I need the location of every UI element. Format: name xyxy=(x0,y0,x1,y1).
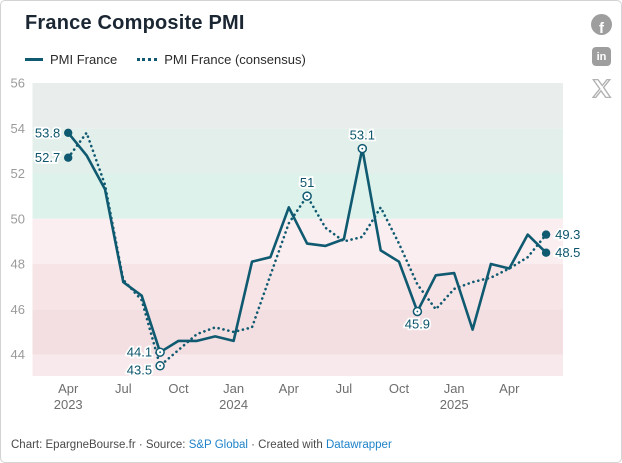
svg-text:Oct: Oct xyxy=(389,381,410,396)
legend-label: PMI France (consensus) xyxy=(164,52,306,67)
svg-text:45.9: 45.9 xyxy=(405,317,430,332)
legend-item-pmi-france: PMI France xyxy=(25,52,117,67)
svg-text:Apr: Apr xyxy=(58,381,79,396)
svg-text:44.1: 44.1 xyxy=(127,345,152,360)
svg-text:53.1: 53.1 xyxy=(350,128,375,143)
svg-text:48.5: 48.5 xyxy=(555,245,580,260)
facebook-share-button[interactable]: f xyxy=(591,14,612,35)
svg-text:Jul: Jul xyxy=(115,381,132,396)
footer-text: · Created with xyxy=(247,439,326,451)
svg-text:Jul: Jul xyxy=(336,381,353,396)
svg-text:2024: 2024 xyxy=(219,397,248,412)
svg-text:44: 44 xyxy=(11,347,25,362)
svg-text:Apr: Apr xyxy=(499,381,520,396)
svg-text:52: 52 xyxy=(11,166,25,181)
svg-text:49.3: 49.3 xyxy=(555,227,580,242)
source-link[interactable]: S&P Global xyxy=(188,439,248,451)
legend-item-consensus: PMI France (consensus) xyxy=(137,52,306,67)
x-icon xyxy=(591,79,612,98)
svg-text:46: 46 xyxy=(11,302,25,317)
datawrapper-link[interactable]: Datawrapper xyxy=(325,439,392,451)
legend: PMI France PMI France (consensus) xyxy=(25,52,306,67)
svg-text:Jan: Jan xyxy=(444,381,465,396)
legend-label: PMI France xyxy=(50,52,118,67)
linkedin-share-button[interactable]: in xyxy=(591,46,612,67)
pmi-france-line xyxy=(66,131,548,354)
chart-footer: Chart: EpargneBourse.fr · Source: S&P Gl… xyxy=(11,439,392,451)
svg-text:Apr: Apr xyxy=(279,381,300,396)
svg-text:48: 48 xyxy=(11,257,25,272)
footer-text: Chart: EpargneBourse.fr · Source: xyxy=(11,439,189,451)
svg-text:52.7: 52.7 xyxy=(35,150,60,165)
svg-text:54: 54 xyxy=(11,121,25,136)
dotted-line-icon xyxy=(137,58,158,61)
y-axis-labels: 56 54 52 50 48 46 44 xyxy=(11,76,25,363)
data-point-marker xyxy=(541,230,551,239)
page-title: France Composite PMI xyxy=(25,12,245,34)
svg-text:53.8: 53.8 xyxy=(35,125,60,140)
svg-text:Oct: Oct xyxy=(168,381,189,396)
facebook-icon: f xyxy=(591,14,612,35)
data-point-marker xyxy=(63,153,73,162)
data-point-marker xyxy=(63,128,73,137)
linkedin-icon: in xyxy=(592,47,611,66)
svg-text:51: 51 xyxy=(300,175,314,190)
svg-text:Jan: Jan xyxy=(223,381,244,396)
solid-line-icon xyxy=(25,58,43,61)
svg-text:43.5: 43.5 xyxy=(127,362,152,377)
svg-text:2023: 2023 xyxy=(54,397,83,412)
svg-text:56: 56 xyxy=(11,76,25,91)
data-point-labels: 53.8 52.7 44.1 43.5 51 53.1 45.9 49.3 48.5 xyxy=(33,124,582,379)
data-point-marker xyxy=(541,248,551,257)
x-share-button[interactable] xyxy=(591,78,612,99)
svg-text:50: 50 xyxy=(11,211,25,226)
social-share-bar: f in xyxy=(591,14,612,99)
svg-text:2025: 2025 xyxy=(440,397,469,412)
